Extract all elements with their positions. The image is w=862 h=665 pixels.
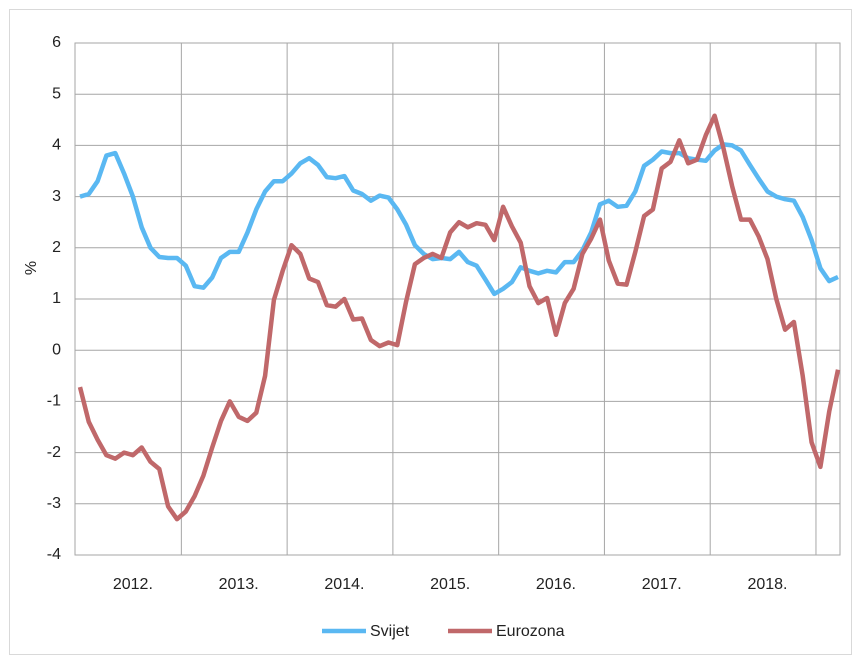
x-tick-label: 2018.	[747, 576, 787, 593]
y-axis-label: %	[23, 261, 40, 275]
x-tick-label: 2015.	[430, 576, 470, 593]
y-tick-label: -2	[47, 444, 61, 461]
legend-label: Svijet	[370, 623, 410, 640]
y-tick-label: 0	[52, 341, 61, 358]
x-tick-label: 2014.	[324, 576, 364, 593]
y-tick-label: -4	[47, 546, 61, 563]
x-tick-label: 2017.	[642, 576, 682, 593]
series-line	[79, 142, 839, 297]
x-tick-label: 2016.	[536, 576, 576, 593]
x-tick-label: 2013.	[219, 576, 259, 593]
series-line	[77, 113, 841, 522]
y-tick-label: -3	[47, 495, 61, 512]
legend-label: Eurozona	[496, 623, 565, 640]
y-tick-label: 6	[52, 34, 61, 51]
y-tick-label: 1	[52, 290, 61, 307]
plot-frame	[74, 42, 841, 556]
chart-frame	[9, 9, 852, 655]
y-tick-label: 3	[52, 188, 61, 205]
y-tick-label: 5	[52, 85, 61, 102]
y-tick-label: 2	[52, 239, 61, 256]
y-tick-label: -1	[47, 393, 61, 410]
y-tick-label: 4	[52, 137, 61, 154]
x-tick-label: 2012.	[113, 576, 153, 593]
